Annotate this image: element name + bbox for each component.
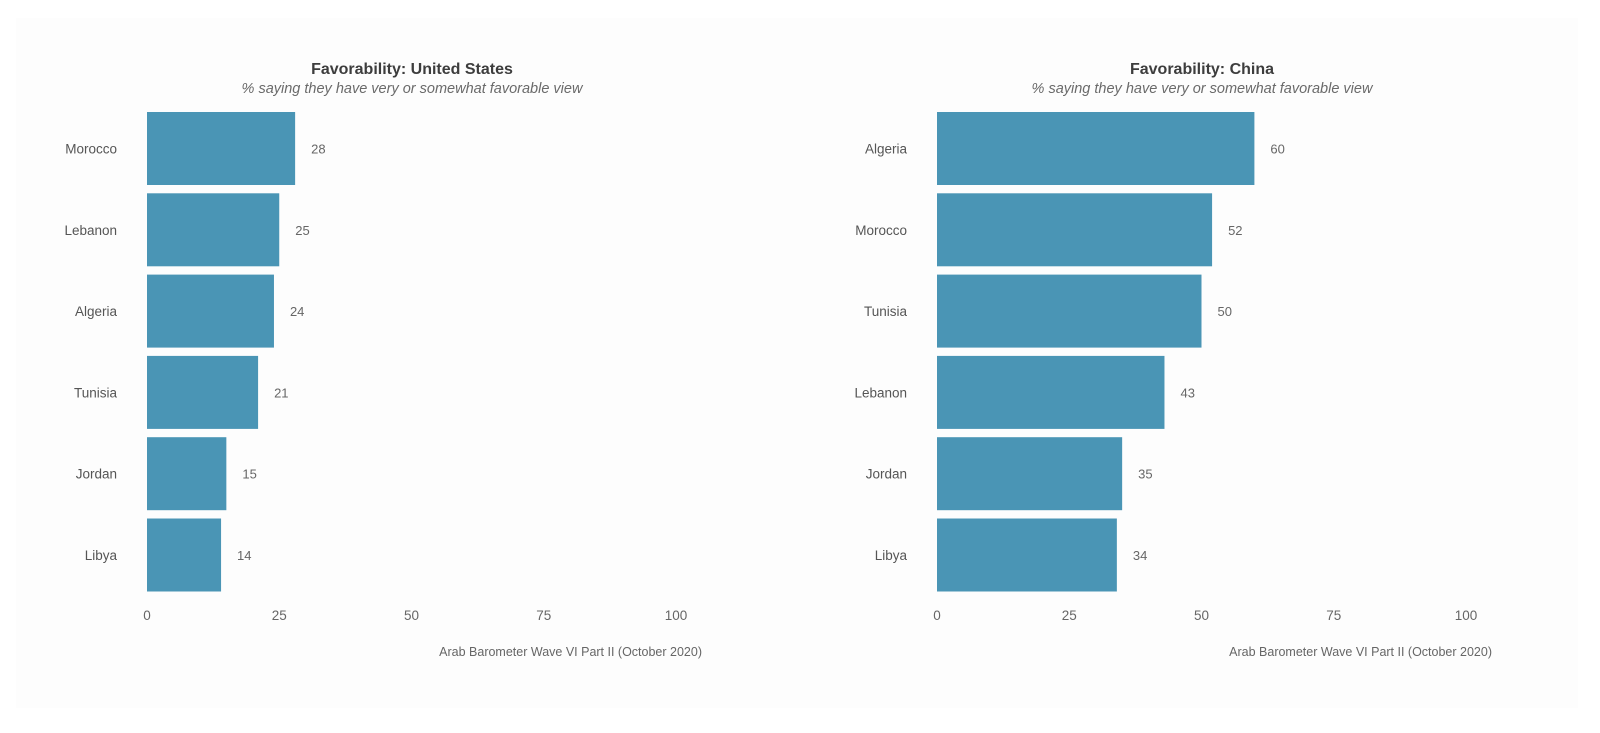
source-caption: Arab Barometer Wave VI Part II (October …	[439, 645, 702, 659]
chart-title: Favorability: United States	[311, 61, 513, 78]
value-label: 24	[290, 304, 304, 319]
category-label: Morocco	[65, 142, 117, 157]
bar	[147, 193, 280, 267]
x-tick-label: 0	[933, 608, 941, 623]
x-tick-label: 100	[1455, 608, 1478, 623]
x-tick-label: 25	[1062, 608, 1077, 623]
value-label: 15	[242, 467, 256, 482]
x-tick-label: 100	[665, 608, 688, 623]
x-tick-label: 0	[143, 608, 151, 623]
value-label: 14	[237, 548, 251, 563]
us-favorability-chart: Favorability: United States % saying the…	[0, 0, 780, 733]
bar	[937, 112, 1255, 185]
bar	[937, 274, 1202, 348]
bars-group: Algeria 60 Morocco 52 Tunisia 50 Lebanon 43 Jord…	[854, 112, 1477, 623]
value-label: 35	[1138, 467, 1152, 482]
bar	[937, 355, 1165, 429]
bar	[147, 112, 296, 185]
china-chart-svg: Favorability: China % saying they have v…	[854, 61, 1492, 659]
chart-subtitle: % saying they have very or somewhat favo…	[242, 81, 584, 97]
bar	[937, 437, 1123, 511]
bars-group: Morocco 28 Lebanon 25 Algeria 24 Tunisia 21 Jord…	[64, 112, 687, 623]
bar	[147, 437, 227, 511]
category-label: Tunisia	[74, 385, 118, 400]
bar	[937, 518, 1117, 592]
x-tick-label: 50	[404, 608, 419, 623]
category-label: Tunisia	[864, 304, 908, 319]
value-label: 52	[1228, 223, 1242, 238]
value-label: 21	[274, 385, 288, 400]
x-tick-label: 75	[1326, 608, 1341, 623]
value-label: 60	[1270, 142, 1284, 157]
value-label: 34	[1133, 548, 1147, 563]
category-label: Jordan	[76, 467, 117, 482]
category-label: Jordan	[866, 467, 907, 482]
bar	[147, 518, 222, 592]
value-label: 28	[311, 142, 325, 157]
bar	[147, 274, 274, 348]
chart-title: Favorability: China	[1130, 61, 1274, 78]
value-label: 43	[1180, 385, 1194, 400]
category-label: Libya	[875, 548, 908, 563]
chart-subtitle: % saying they have very or somewhat favo…	[1032, 81, 1374, 97]
source-caption: Arab Barometer Wave VI Part II (October …	[1229, 645, 1492, 659]
bar	[937, 193, 1213, 267]
china-favorability-chart: Favorability: China % saying they have v…	[790, 0, 1570, 733]
value-label: 25	[295, 223, 309, 238]
category-label: Libya	[85, 548, 118, 563]
category-label: Algeria	[865, 142, 908, 157]
category-label: Algeria	[75, 304, 118, 319]
us-chart-svg: Favorability: United States % saying the…	[64, 61, 702, 659]
x-tick-label: 25	[272, 608, 287, 623]
category-label: Lebanon	[854, 385, 907, 400]
x-tick-label: 50	[1194, 608, 1209, 623]
x-tick-label: 75	[536, 608, 551, 623]
bar	[147, 355, 259, 429]
value-label: 50	[1218, 304, 1232, 319]
category-label: Morocco	[855, 223, 907, 238]
category-label: Lebanon	[64, 223, 117, 238]
